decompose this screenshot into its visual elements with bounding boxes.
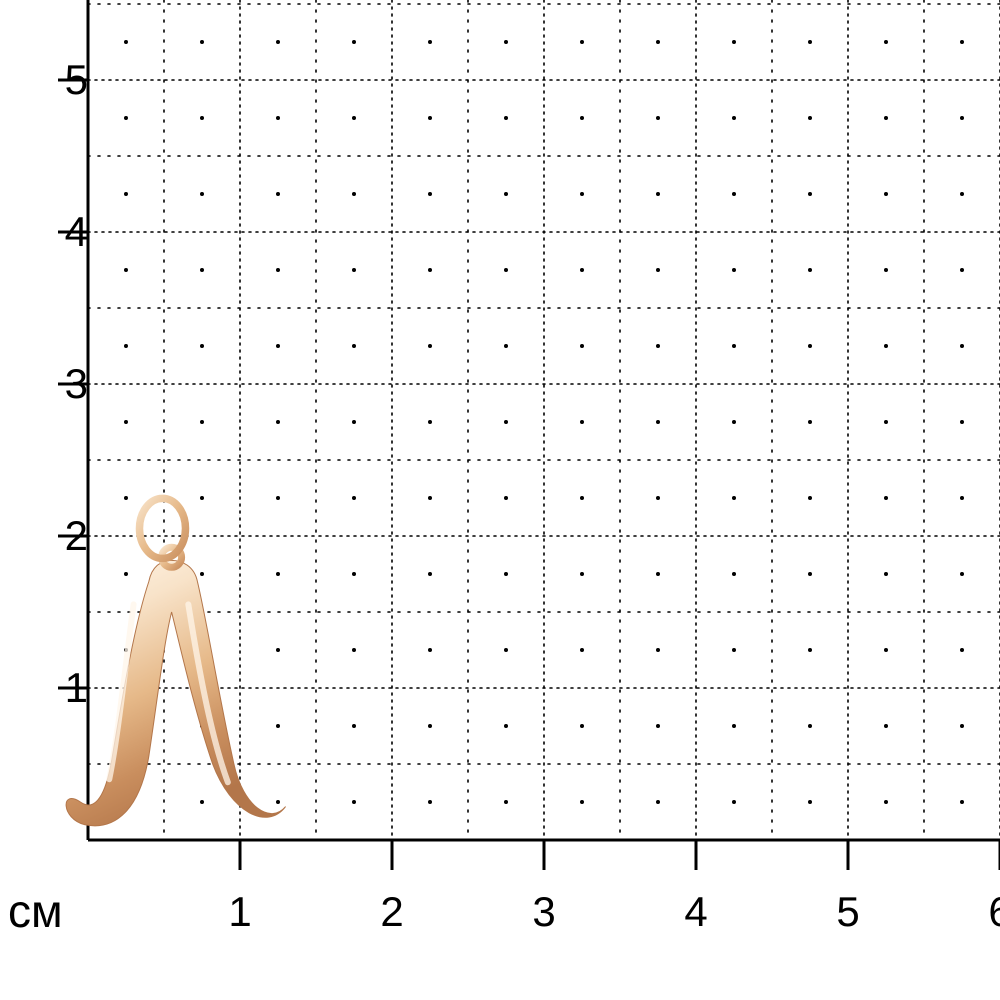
measurement-figure: 1 2 3 4 5 6 1 2 3 4 5 6 см xyxy=(0,0,1000,1000)
pendant-graphic xyxy=(0,0,1000,1000)
